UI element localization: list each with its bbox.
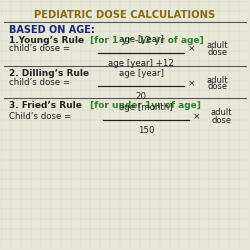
Text: ×: × [193,112,200,121]
Text: ×: × [188,44,196,53]
Text: ×: × [188,79,196,88]
Text: 2. Dilling’s Rule: 2. Dilling’s Rule [9,69,89,78]
Text: dose: dose [208,82,228,91]
Text: dose: dose [211,116,232,124]
Text: adult: adult [207,41,229,50]
Text: [for 1 yr -12 yr of age]: [for 1 yr -12 yr of age] [87,36,204,44]
Text: age [year] +12: age [year] +12 [108,59,174,68]
Text: 3. Fried’s Rule: 3. Fried’s Rule [9,101,82,110]
Text: adult: adult [211,108,232,117]
Text: age [year]: age [year] [119,36,164,44]
Text: child’s dose =: child’s dose = [9,78,73,87]
Text: [for under 1yr of age]: [for under 1yr of age] [87,101,200,110]
Text: 20: 20 [136,92,146,101]
Text: adult: adult [207,76,229,84]
Text: child’s dose =: child’s dose = [9,44,73,53]
Text: PEDIATRIC DOSE CALCULATIONS: PEDIATRIC DOSE CALCULATIONS [34,10,216,20]
Text: 150: 150 [138,126,154,135]
Text: age [year]: age [year] [119,69,164,78]
Text: Child’s dose =: Child’s dose = [9,112,74,121]
Text: BASED ON AGE:: BASED ON AGE: [9,25,95,35]
Text: dose: dose [208,48,228,57]
Text: 1.Young’s Rule: 1.Young’s Rule [9,36,84,44]
Text: age [month]: age [month] [119,103,173,112]
